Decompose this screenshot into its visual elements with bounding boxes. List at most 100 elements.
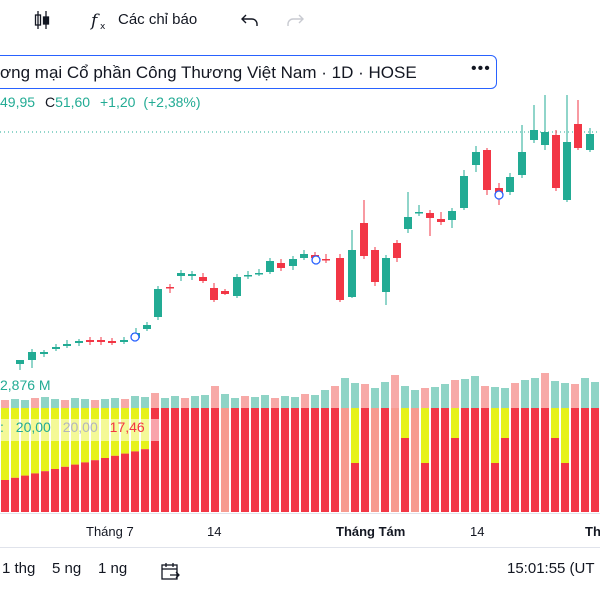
indicator-bar-red [1,480,9,512]
candle-up [177,270,185,281]
range-1-month[interactable]: 1 thg [2,560,36,577]
indicator-bar-red [391,408,399,512]
indicator-bar-red [581,408,589,512]
volume-bars [1,373,599,408]
candle-body [108,341,116,343]
candle-down [97,337,105,345]
indicator-bar-red [121,453,129,512]
candle-body [277,263,285,268]
candle-body [244,275,252,277]
candle-body [143,325,151,329]
candle-up [448,208,456,228]
candle-body [460,176,468,208]
volume-bar [261,395,269,408]
candle-up [563,95,571,202]
indicator-bar-yellow [551,408,559,438]
indicator-bar-red [201,408,209,512]
indicator-bar-red [181,408,189,512]
indicator-bar-yellow [351,408,359,463]
volume-bar [21,400,29,408]
volume-bar [441,384,449,408]
indicator-bar-red [131,451,139,512]
candle-body [63,344,71,346]
indicator-bar-red [311,408,319,512]
volume-bar [481,386,489,408]
dividend-marker [130,332,140,342]
clock-time: 15:01:55 (UT [507,560,595,577]
indicator-bar-red [361,408,369,512]
candle-body [300,254,308,258]
candle-body [574,124,582,148]
range-1-day[interactable]: 1 ng [98,560,128,577]
volume-bar [461,379,469,408]
indicator-bar-red [111,455,119,512]
volume-bar [491,387,499,408]
ohlc-values: 49,95 C51,60 +1,20 (+2,38%) [0,94,201,110]
indicators-icon[interactable]: f x [88,8,112,32]
volume-bar [281,396,289,408]
indicator-bars [1,408,599,512]
goto-date-icon[interactable] [158,560,182,584]
more-options-button[interactable]: ••• [471,60,491,77]
candle-body [348,250,356,297]
candle-up [120,337,128,344]
indicator-value-2: 20,00 [62,419,98,435]
candle-body [336,258,344,300]
candlestick-icon[interactable] [30,8,54,32]
indicator-bar-red [81,462,89,512]
volume-bar [431,387,439,408]
candle-body [188,274,196,276]
candle-down [360,200,368,259]
volume-bar [11,399,19,408]
volume-bar [501,388,509,408]
indicator-bar-yellow [421,408,429,463]
indicator-bar-red [191,408,199,512]
volume-bar [191,396,199,408]
chart-canvas[interactable] [0,0,600,513]
indicators-button[interactable]: Các chỉ báo [118,11,198,28]
indicator-bar-red [591,408,599,512]
indicator-bar-red [101,458,109,512]
indicator-bar-yellow [11,408,19,478]
candle-up [506,173,514,195]
indicator-bar-yellow [501,408,509,438]
volume-value: 2,876 M [0,377,51,393]
volume-bar [301,394,309,408]
candle-up [255,269,263,276]
svg-text:x: x [100,22,106,32]
candle-up [52,344,60,351]
candle-body [360,223,368,256]
symbol-title: ơng mại Cổ phần Công Thương Việt Nam · 1… [0,63,417,82]
candle-body [97,340,105,342]
candle-up [530,105,538,143]
volume-bar [351,383,359,408]
indicator-bar-yellow [491,408,499,463]
candle-up [460,170,468,210]
candle-body [518,152,526,175]
top-toolbar: f x Các chỉ báo [0,0,600,40]
volume-bar [251,397,259,408]
indicator-bar-red [141,449,149,512]
candle-body [255,273,263,275]
time-axis[interactable]: Tháng 7 14 Tháng Tám 14 Th [0,513,600,548]
candle-down [336,254,344,302]
candle-body [75,341,83,343]
candle-up [28,349,36,368]
volume-bar [511,383,519,408]
range-5-days[interactable]: 5 ng [52,560,82,577]
candles [16,95,594,370]
undo-icon[interactable] [238,8,262,32]
indicator-bar-red [91,460,99,512]
indicator-value-3: 17,46 [109,419,145,435]
candle-body [199,277,207,281]
volume-bar [241,396,249,408]
change-value: +1,20 [100,94,136,110]
indicator-bar-red [251,408,259,512]
volume-bar [411,390,419,408]
volume-bar [161,398,169,408]
symbol-legend[interactable] [0,55,497,89]
candle-body [472,152,480,165]
indicator-bar-red [11,477,19,512]
candle-down [574,100,582,150]
svg-text:f: f [89,11,100,31]
